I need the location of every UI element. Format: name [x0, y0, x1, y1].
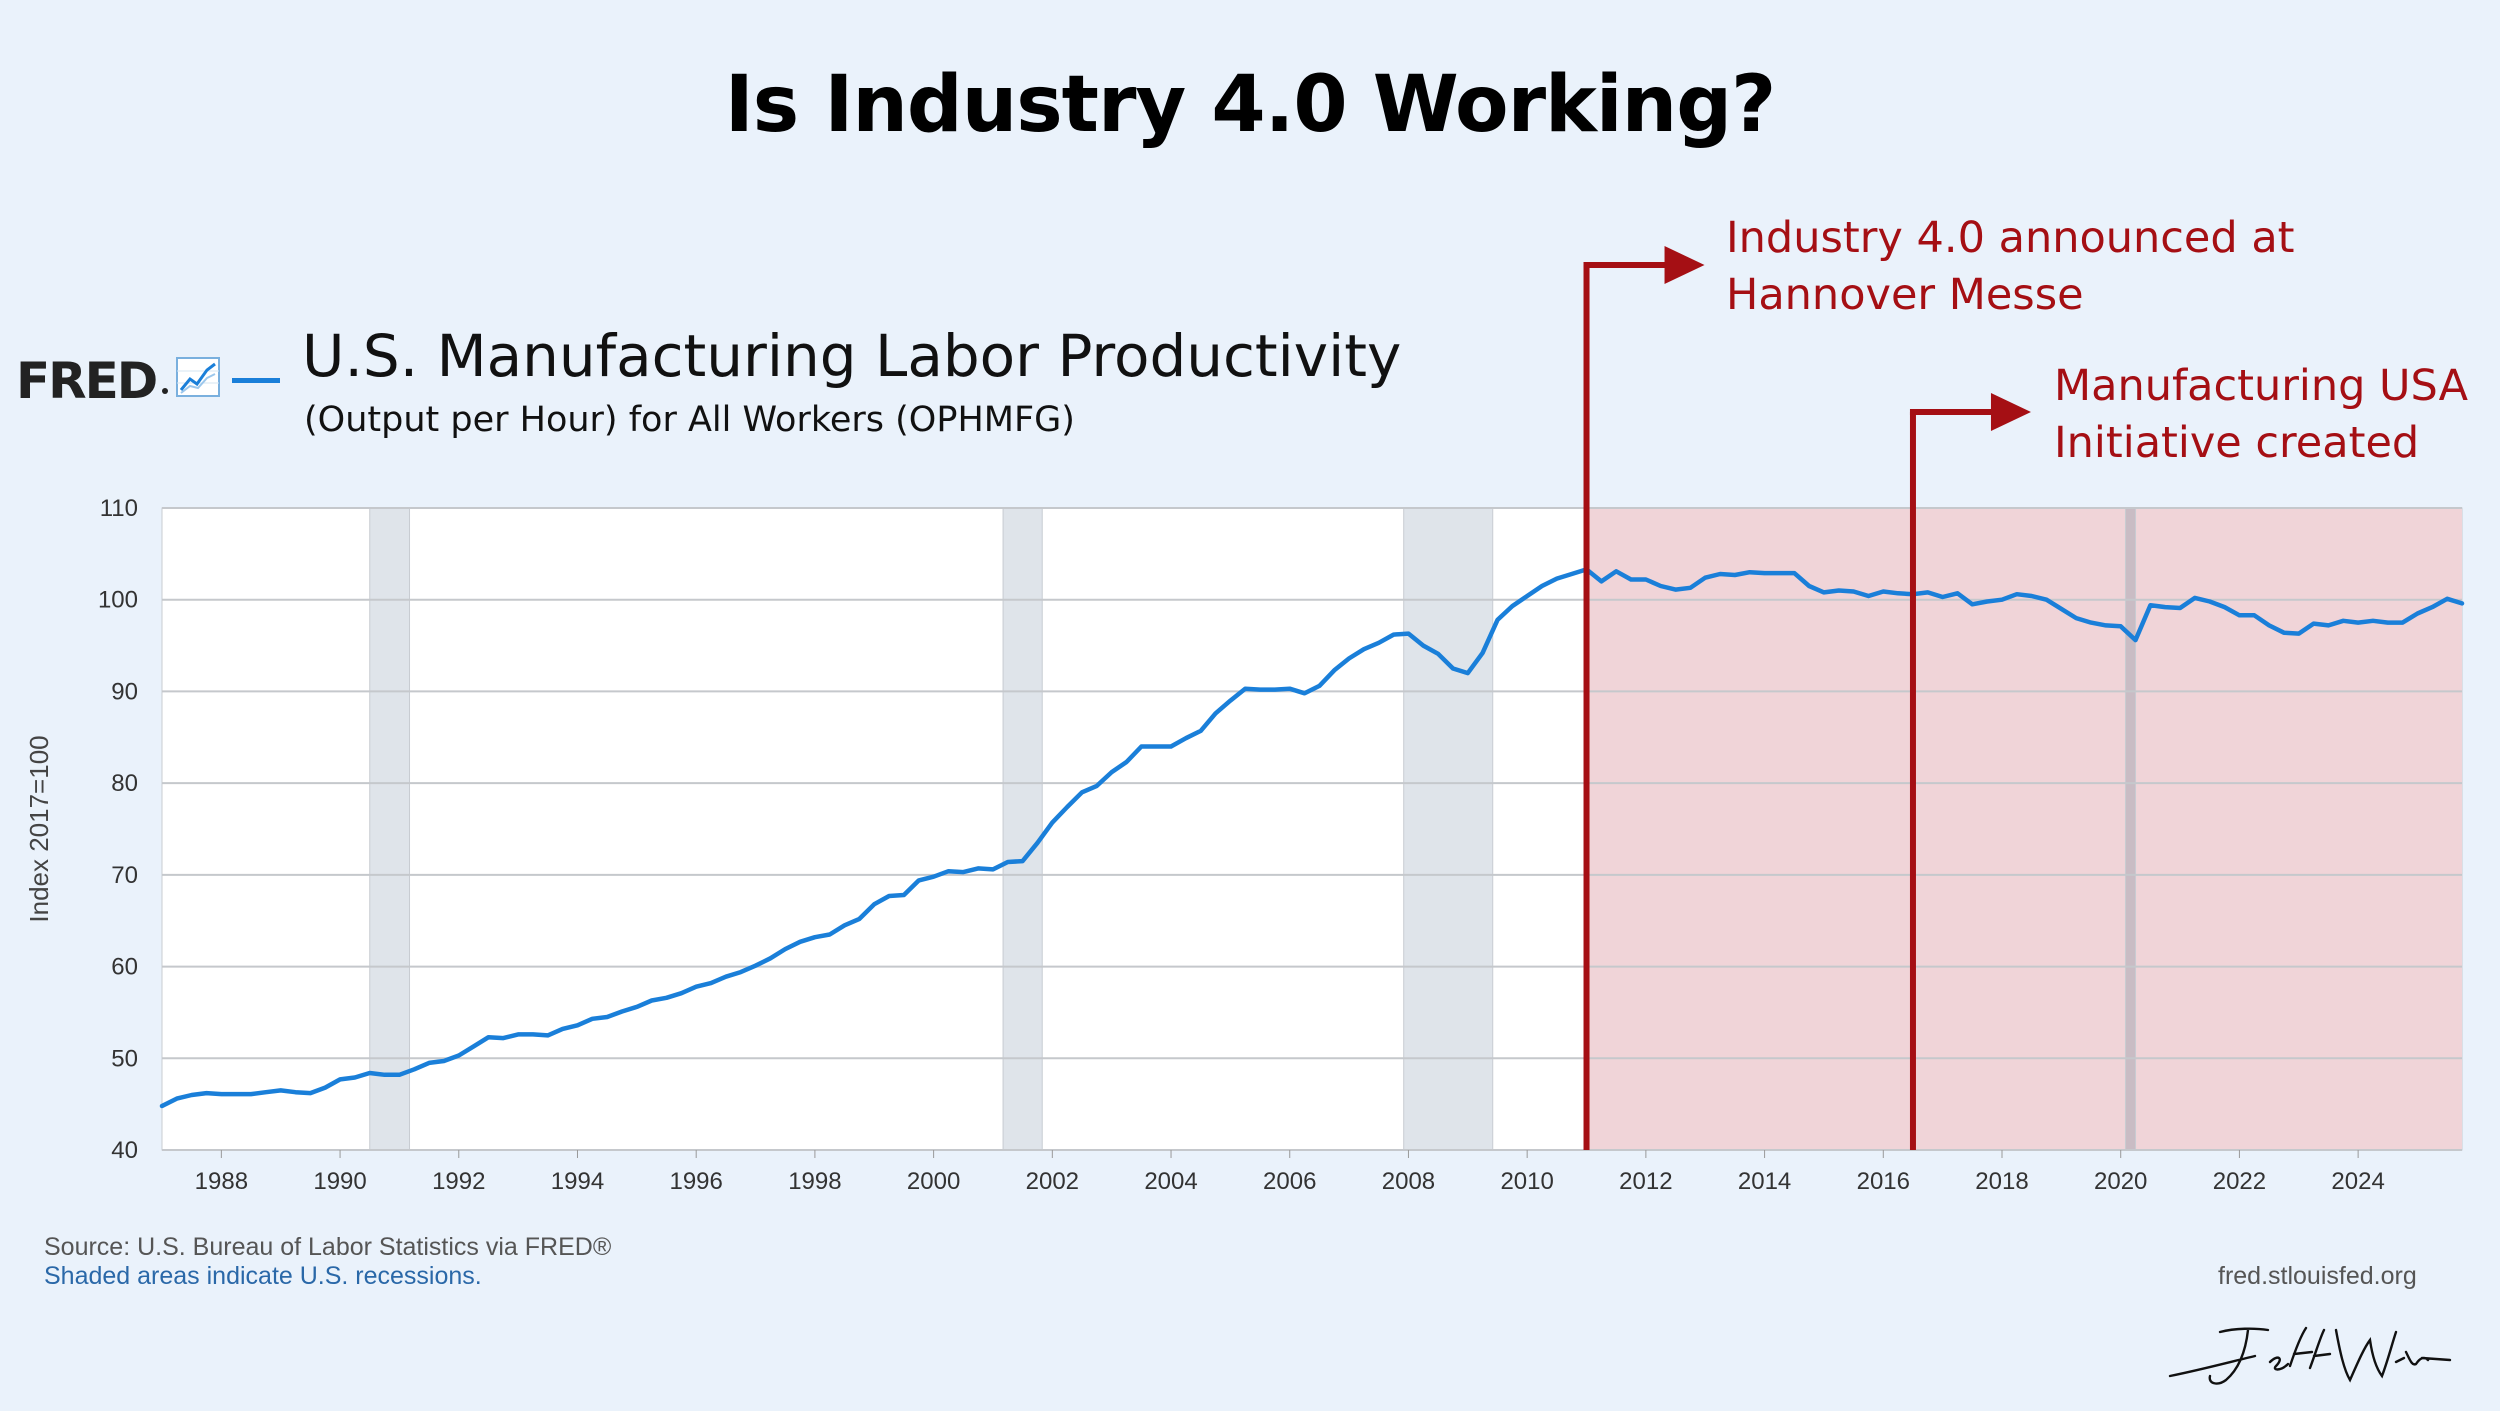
y-tick-90: 90	[111, 678, 138, 705]
page-title: Is Industry 4.0 Working?	[724, 60, 1777, 150]
fred-logo-dot	[162, 388, 168, 394]
x-tick-2010: 2010	[1500, 1168, 1553, 1195]
x-tick-2018: 2018	[1975, 1168, 2028, 1195]
x-tick-1998: 1998	[788, 1168, 841, 1195]
annotation-arrowhead-1	[1990, 393, 2031, 431]
annotation-industry40-line1: Industry 4.0 announced at	[1726, 213, 2295, 263]
y-tick-110: 110	[100, 495, 138, 522]
annotation-mfg-usa-line1: Manufacturing USA	[2054, 361, 2469, 411]
industry40-highlight	[1586, 508, 2462, 1150]
x-tick-1996: 1996	[669, 1168, 722, 1195]
x-tick-2008: 2008	[1382, 1168, 1435, 1195]
x-tick-2002: 2002	[1026, 1168, 1079, 1195]
chart-subtitle: (Output per Hour) for All Workers (OPHMF…	[304, 400, 1075, 440]
x-tick-1992: 1992	[432, 1168, 485, 1195]
recession-band-3	[2124, 507, 2137, 1151]
y-tick-100: 100	[98, 587, 138, 614]
legend-swatch	[232, 378, 280, 383]
x-tick-1988: 1988	[195, 1168, 248, 1195]
chart-title: U.S. Manufacturing Labor Productivity	[302, 322, 1402, 390]
x-tick-2006: 2006	[1263, 1168, 1316, 1195]
footer-source: Source: U.S. Bureau of Labor Statistics …	[44, 1233, 612, 1261]
chart-trend-icon	[176, 357, 220, 397]
footer-recession-note[interactable]: Shaded areas indicate U.S. recessions.	[44, 1262, 482, 1290]
y-tick-60: 60	[111, 954, 138, 981]
y-tick-50: 50	[111, 1045, 138, 1072]
x-tick-2012: 2012	[1619, 1168, 1672, 1195]
annotation-arrowhead-0	[1664, 246, 1705, 284]
x-tick-2014: 2014	[1738, 1168, 1791, 1195]
footer-url: fred.stlouisfed.org	[2218, 1262, 2417, 1290]
x-tick-2016: 2016	[1857, 1168, 1910, 1195]
x-tick-2022: 2022	[2213, 1168, 2266, 1195]
recession-band-1	[1002, 507, 1043, 1151]
annotation-mfg-usa-line2: Initiative created	[2054, 418, 2420, 468]
x-tick-2024: 2024	[2331, 1168, 2384, 1195]
x-tick-2004: 2004	[1144, 1168, 1197, 1195]
y-tick-40: 40	[111, 1137, 138, 1164]
x-tick-1994: 1994	[551, 1168, 604, 1195]
y-tick-70: 70	[111, 862, 138, 889]
x-tick-1990: 1990	[313, 1168, 366, 1195]
series-line-0	[159, 567, 2465, 1109]
fred-logo: FRED	[16, 352, 158, 410]
y-axis-label: Index 2017=100	[24, 735, 54, 922]
recession-band-0	[369, 507, 411, 1151]
x-tick-2000: 2000	[907, 1168, 960, 1195]
recession-band-2	[1403, 507, 1494, 1151]
x-tick-2020: 2020	[2094, 1168, 2147, 1195]
y-tick-80: 80	[111, 770, 138, 797]
annotation-industry40-line2: Hannover Messe	[1726, 270, 2084, 320]
signature	[2168, 1326, 2452, 1385]
